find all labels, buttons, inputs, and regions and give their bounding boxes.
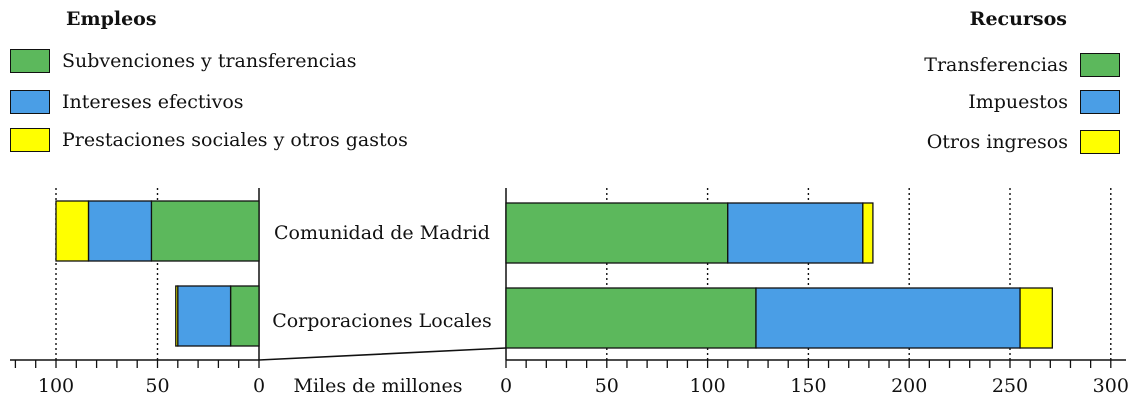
tick-label-recursos-250: 250 <box>992 375 1028 397</box>
legend-item-impuestos: Impuestos <box>968 90 1120 114</box>
legend-swatch-green <box>10 49 50 73</box>
legend-item-intereses: Intereses efectivos <box>10 90 244 114</box>
tick-label-recursos-300: 300 <box>1093 375 1129 397</box>
legend-swatch-yellow <box>10 128 50 152</box>
bar-empleos-1-2 <box>175 285 179 347</box>
recursos-legend-title: Recursos <box>969 8 1067 30</box>
legend-swatch-blue <box>10 90 50 114</box>
bar-recursos-0-2 <box>862 202 874 264</box>
bar-recursos-0-0 <box>505 202 729 264</box>
legend-item-transferencias: Transferencias <box>924 53 1120 77</box>
axis-baseline-left <box>10 347 507 361</box>
legend-swatch-blue <box>1080 90 1120 114</box>
tick-label-recursos-50: 50 <box>595 375 619 397</box>
legend-label-prestaciones: Prestaciones sociales y otros gastos <box>62 129 408 151</box>
tick-label-empleos-50: 50 <box>145 375 169 397</box>
bar-recursos-1-0 <box>505 287 757 349</box>
legend-label-otros-ingresos: Otros ingresos <box>926 131 1068 153</box>
legend-label-intereses: Intereses efectivos <box>62 91 244 113</box>
tick-label-recursos-150: 150 <box>790 375 826 397</box>
legend-label-subvenciones: Subvenciones y transferencias <box>62 50 357 72</box>
legend-label-impuestos: Impuestos <box>968 91 1068 113</box>
axis-label: Miles de millones <box>293 375 462 397</box>
tick-label-recursos-100: 100 <box>689 375 725 397</box>
bar-empleos-1-1 <box>177 285 232 347</box>
category-label-0: Comunidad de Madrid <box>274 222 490 244</box>
tick-label-recursos-0: 0 <box>500 375 512 397</box>
bar-recursos-1-2 <box>1019 287 1053 349</box>
tick-label-recursos-200: 200 <box>891 375 927 397</box>
tick-label-empleos-100: 100 <box>38 375 74 397</box>
bar-empleos-1-0 <box>229 285 260 347</box>
legend-item-prestaciones: Prestaciones sociales y otros gastos <box>10 128 408 152</box>
tick-label-empleos-0: 0 <box>253 375 265 397</box>
category-label-1: Corporaciones Locales <box>272 310 492 332</box>
bar-recursos-1-1 <box>755 287 1021 349</box>
bar-empleos-0-0 <box>150 200 260 262</box>
bar-empleos-0-2 <box>55 200 90 262</box>
legend-label-transferencias: Transferencias <box>924 54 1068 76</box>
bar-recursos-0-1 <box>727 202 864 264</box>
legend-swatch-yellow <box>1080 130 1120 154</box>
bar-empleos-0-1 <box>87 200 153 262</box>
legend-item-subvenciones: Subvenciones y transferencias <box>10 49 357 73</box>
legend-item-otros-ingresos: Otros ingresos <box>927 130 1120 154</box>
empleos-legend-title: Empleos <box>66 8 157 30</box>
legend-swatch-green <box>1080 53 1120 77</box>
